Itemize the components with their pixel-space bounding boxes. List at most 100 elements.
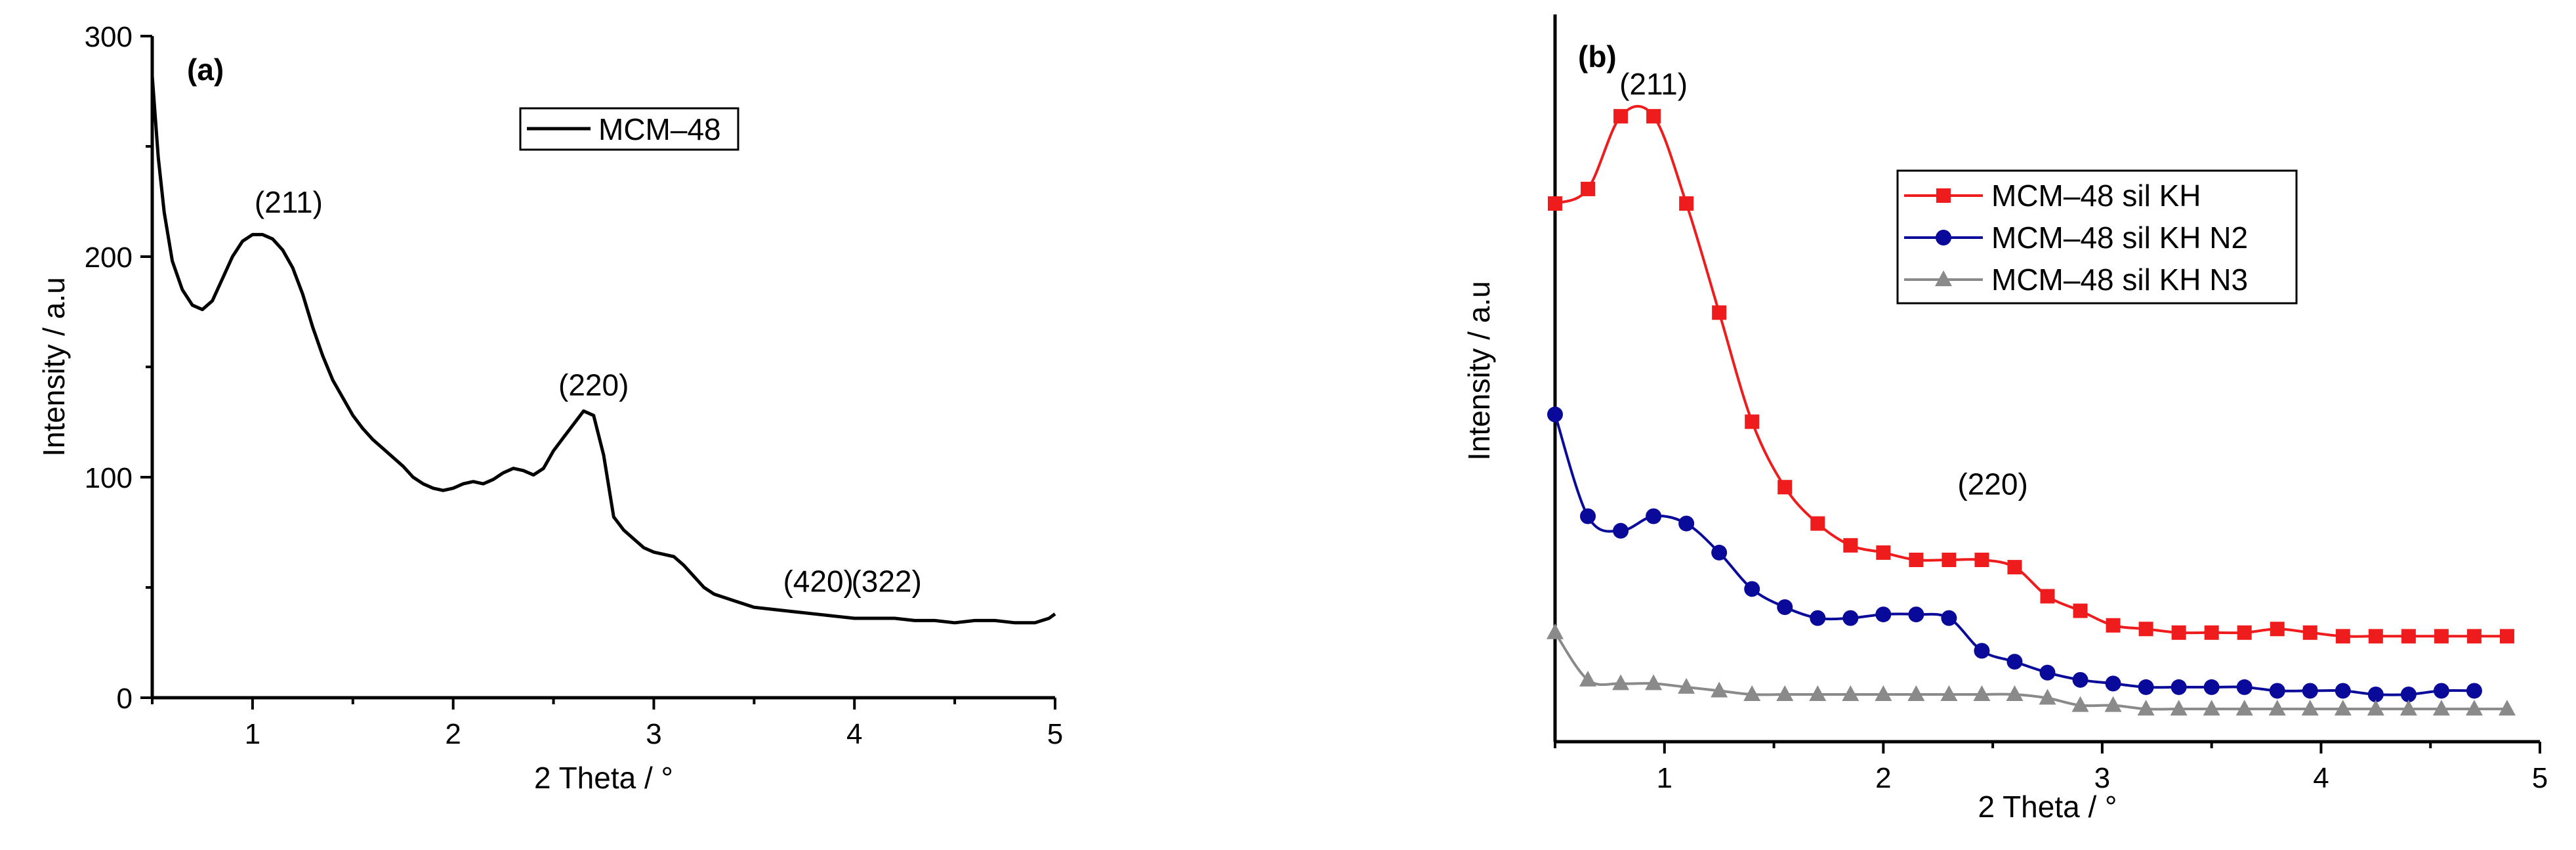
data-point-kh-n3 bbox=[2399, 700, 2417, 716]
data-point-kh-n3 bbox=[2465, 700, 2483, 716]
data-point-kh-n2 bbox=[1580, 508, 1596, 524]
data-point-kh bbox=[1646, 109, 1661, 124]
data-point-kh-n2 bbox=[2400, 686, 2417, 702]
data-point-kh bbox=[2466, 629, 2482, 644]
x-axis-label: 2 Theta / ° bbox=[534, 761, 673, 795]
data-point-kh-n2 bbox=[1875, 606, 1892, 623]
data-point-kh bbox=[2204, 625, 2219, 640]
data-point-kh-n3 bbox=[2203, 700, 2220, 716]
data-point-kh bbox=[1745, 414, 1760, 429]
data-point-kh-n2 bbox=[2138, 679, 2154, 695]
data-point-kh bbox=[1843, 538, 1858, 553]
data-point-kh-n2 bbox=[2203, 679, 2220, 695]
data-point-kh bbox=[1777, 480, 1793, 495]
legend-marker-kh bbox=[1936, 188, 1951, 203]
data-point-kh-n3 bbox=[1645, 674, 1663, 691]
data-point-kh-n3 bbox=[2006, 685, 2024, 701]
panel-label: (a) bbox=[187, 53, 224, 87]
x-tick-label: 1 bbox=[1657, 762, 1672, 794]
data-point-kh bbox=[2073, 603, 2088, 618]
data-point-kh-n2 bbox=[1777, 599, 1793, 616]
data-point-kh-n3 bbox=[2170, 700, 2188, 716]
data-point-kh bbox=[1712, 305, 1727, 320]
data-point-kh-n3 bbox=[1842, 685, 1859, 701]
series-kh-n2 bbox=[1547, 406, 2482, 702]
data-point-kh bbox=[2401, 629, 2416, 644]
x-tick-label: 2 bbox=[445, 718, 461, 750]
data-point-kh-n3 bbox=[1776, 685, 1794, 701]
data-point-kh-n2 bbox=[2236, 679, 2253, 695]
legend-label: MCM–48 sil KH bbox=[1991, 179, 2201, 213]
data-point-kh-n3 bbox=[2432, 700, 2450, 716]
x-tick-label: 1 bbox=[245, 718, 260, 750]
data-point-kh-n3 bbox=[1875, 685, 1892, 701]
data-point-kh-n3 bbox=[1711, 681, 1728, 698]
data-point-kh-n2 bbox=[1842, 610, 1859, 626]
data-point-kh bbox=[1613, 109, 1629, 124]
data-point-kh-n3 bbox=[1579, 670, 1597, 687]
data-point-kh-n2 bbox=[1744, 581, 1760, 597]
data-point-kh-n3 bbox=[2301, 700, 2319, 716]
series-kh bbox=[1548, 104, 2514, 644]
data-point-kh-n3 bbox=[1743, 685, 1761, 701]
series-kh-n3 bbox=[1547, 623, 2516, 716]
legend-label: MCM–48 sil KH N2 bbox=[1991, 221, 2248, 255]
y-axis-label: Intensity / a.u bbox=[37, 277, 71, 457]
data-point-kh-n3 bbox=[1612, 674, 1630, 691]
data-point-kh bbox=[2368, 629, 2383, 644]
panel-a-chart: 1 2 3 4 5 0 100 200 300 2 Theta / ° Intensity / a.… bbox=[37, 21, 1063, 795]
panel-b-chart: 1 2 3 4 5 2 Theta / ° Intensity / a.u (b)(211) (… bbox=[1462, 14, 2548, 824]
data-point-kh-n2 bbox=[2105, 675, 2121, 692]
data-point-kh-n3 bbox=[2367, 700, 2384, 716]
data-point-kh-n2 bbox=[1711, 544, 1728, 561]
data-point-kh-n2 bbox=[1941, 610, 1957, 626]
y-tick-label: 0 bbox=[117, 683, 133, 715]
y-tick-label: 100 bbox=[85, 462, 133, 494]
data-point-kh-n3 bbox=[2334, 700, 2352, 716]
data-point-kh bbox=[2302, 625, 2317, 640]
x-tick-label: 4 bbox=[846, 718, 862, 750]
legend-marker-kh-n3 bbox=[1935, 270, 1952, 286]
data-point-kh bbox=[1974, 553, 1989, 567]
data-point-kh-n2 bbox=[1908, 606, 1924, 623]
data-point-kh-n3 bbox=[1547, 623, 1564, 639]
y-tick-label: 300 bbox=[85, 21, 133, 53]
data-point-kh bbox=[1581, 181, 1596, 196]
data-point-kh-n3 bbox=[2137, 700, 2155, 716]
x-tick-label: 4 bbox=[2313, 762, 2329, 794]
legend-label: MCM–48 bbox=[598, 112, 721, 146]
legend-label: MCM–48 sil KH N3 bbox=[1991, 263, 2248, 297]
data-point-kh-n2 bbox=[2433, 683, 2449, 699]
data-point-kh-n3 bbox=[2268, 700, 2286, 716]
data-point-kh-n2 bbox=[2171, 679, 2187, 695]
data-point-kh bbox=[2007, 560, 2022, 575]
data-point-kh-n2 bbox=[2269, 683, 2285, 699]
data-point-kh bbox=[2138, 622, 2153, 637]
x-axis-label: 2 Theta / ° bbox=[1978, 790, 2117, 824]
data-point-kh-n2 bbox=[1613, 522, 1629, 539]
data-point-kh-n2 bbox=[1974, 643, 1990, 659]
data-point-kh-n3 bbox=[2071, 696, 2089, 712]
data-point-kh-n3 bbox=[2104, 696, 2122, 712]
data-point-kh-n2 bbox=[2006, 654, 2023, 670]
data-point-kh-n2 bbox=[2335, 683, 2351, 699]
data-point-kh-n3 bbox=[2235, 700, 2253, 716]
data-point-kh bbox=[1942, 553, 1957, 567]
data-point-kh bbox=[1548, 196, 1562, 211]
y-axis-label: Intensity / a.u bbox=[1462, 281, 1496, 461]
data-point-kh-n3 bbox=[1809, 685, 1827, 701]
peak-annotation: (322) bbox=[851, 564, 921, 599]
data-point-kh-n3 bbox=[1907, 685, 1925, 701]
data-point-kh-n2 bbox=[1810, 610, 1826, 626]
data-point-kh-n3 bbox=[1940, 685, 1958, 701]
data-point-kh bbox=[2040, 589, 2055, 604]
legend: MCM–48 sil KH MCM–48 sil KH N2 MCM–48 sil … bbox=[1896, 169, 2298, 305]
peak-annotation: (211) bbox=[1619, 67, 1688, 101]
peak-annotation: (420) bbox=[783, 564, 853, 599]
data-point-kh-n2 bbox=[2302, 683, 2318, 699]
data-point-kh-n3 bbox=[1973, 685, 1991, 701]
peak-annotation: (211) bbox=[255, 185, 323, 219]
data-point-kh bbox=[2171, 625, 2186, 640]
x-tick-label: 5 bbox=[2532, 762, 2548, 794]
